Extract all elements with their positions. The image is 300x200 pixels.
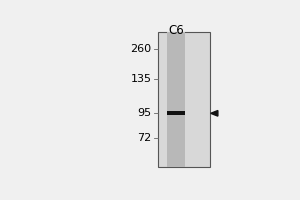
Text: 72: 72 (137, 133, 152, 143)
Text: 135: 135 (130, 74, 152, 84)
Polygon shape (211, 111, 218, 116)
Bar (167, 32, 184, 167)
Bar (158, 32, 210, 167)
Text: 260: 260 (130, 44, 152, 54)
Text: 95: 95 (137, 108, 152, 118)
Bar (167, 111, 184, 115)
Text: C6: C6 (168, 24, 184, 37)
